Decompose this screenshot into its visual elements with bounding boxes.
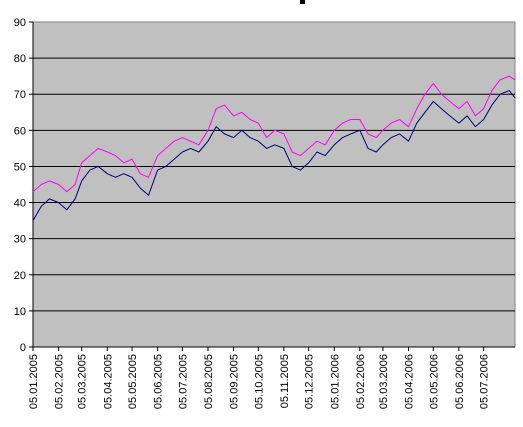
x-tick-label: 05.01.2006 [329, 354, 341, 409]
series-line-magenta [32, 75, 516, 193]
x-tick-label: 05.06.2005 [153, 354, 165, 409]
y-tick-label: 30 [14, 234, 26, 246]
x-tick-label: 05.08.2005 [203, 354, 215, 409]
y-tick-label: 90 [14, 17, 26, 29]
x-tick-label: 05.03.2006 [378, 354, 390, 409]
x-tick-label: 05.07.2006 [479, 354, 491, 409]
x-tick-label: 05.12.2005 [304, 354, 316, 409]
x-tick-label: 05.03.2005 [77, 354, 89, 409]
y-axis: 0 10 20 30 40 50 60 70 80 90 [14, 17, 34, 354]
x-tick-label: 05.05.2005 [127, 354, 139, 409]
x-tick-label: 05.07.2005 [177, 354, 189, 409]
y-tick-label: 50 [14, 161, 26, 173]
series-line-navy [32, 90, 516, 221]
x-tick-label: 05.10.2005 [253, 354, 265, 409]
y-tick-label: 10 [14, 306, 26, 318]
x-tick-label: 05.02.2006 [355, 354, 367, 409]
x-tick-label: 05.04.2005 [102, 354, 114, 409]
plot-area [32, 21, 516, 348]
x-tick-label: 05.09.2005 [229, 354, 241, 409]
x-tick-label: 05.11.2005 [279, 354, 291, 408]
x-tick-label: 05.01.2005 [28, 354, 40, 409]
header-mark [300, 0, 305, 4]
x-tick-label: 05.05.2006 [428, 354, 440, 409]
y-tick-label: 40 [14, 198, 26, 210]
x-tick-label: 05.04.2006 [404, 354, 416, 409]
y-tick-label: 0 [20, 342, 26, 354]
y-tick-label: 70 [14, 89, 26, 101]
x-axis: 05.01.2005 05.02.2005 05.03.2005 05.04.2005… [28, 346, 515, 409]
x-tick-label: 05.06.2006 [454, 354, 466, 409]
y-tick-label: 80 [14, 53, 26, 65]
series-group [32, 75, 516, 221]
y-tick-label: 60 [14, 125, 26, 137]
gridlines [33, 57, 515, 312]
y-tick-label: 20 [14, 270, 26, 282]
x-tick-label: 05.02.2005 [54, 354, 66, 409]
